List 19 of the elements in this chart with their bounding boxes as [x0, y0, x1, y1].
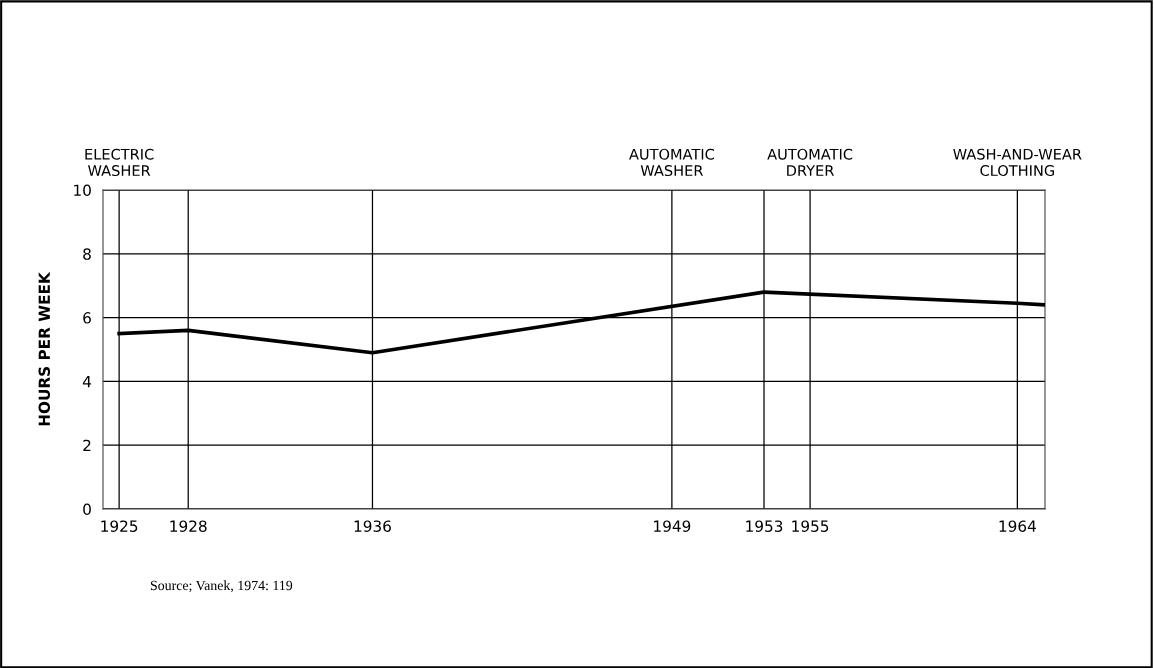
y-tick-label: 2 [83, 439, 91, 451]
x-tick-label: 1949 [654, 520, 691, 532]
ref-line-label: AUTOMATIC WASHER [629, 148, 715, 177]
source-note: Source; Vanek, 1974: 119 [150, 580, 293, 593]
y-tick-label: 8 [83, 248, 91, 260]
ref-line-label: WASH-AND-WEAR CLOTHING [953, 148, 1082, 177]
x-tick-label: 1925 [101, 520, 138, 532]
ref-line-label: ELECTRIC WASHER [85, 148, 154, 177]
y-tick-label: 6 [83, 312, 91, 324]
y-axis-title: HOURS PER WEEK [38, 271, 51, 426]
x-tick-label: 1953 [746, 520, 783, 532]
y-tick-label: 4 [82, 376, 92, 388]
x-tick-label: 1936 [354, 520, 391, 532]
y-tick-label: 0 [83, 503, 91, 516]
x-tick-label: 1964 [999, 520, 1036, 532]
x-tick-label: 1955 [792, 520, 829, 532]
y-tick-label: 10 [74, 184, 91, 197]
ref-line-label: AUTOMATIC DRYER [767, 148, 853, 176]
x-tick-label: 1928 [170, 520, 207, 532]
